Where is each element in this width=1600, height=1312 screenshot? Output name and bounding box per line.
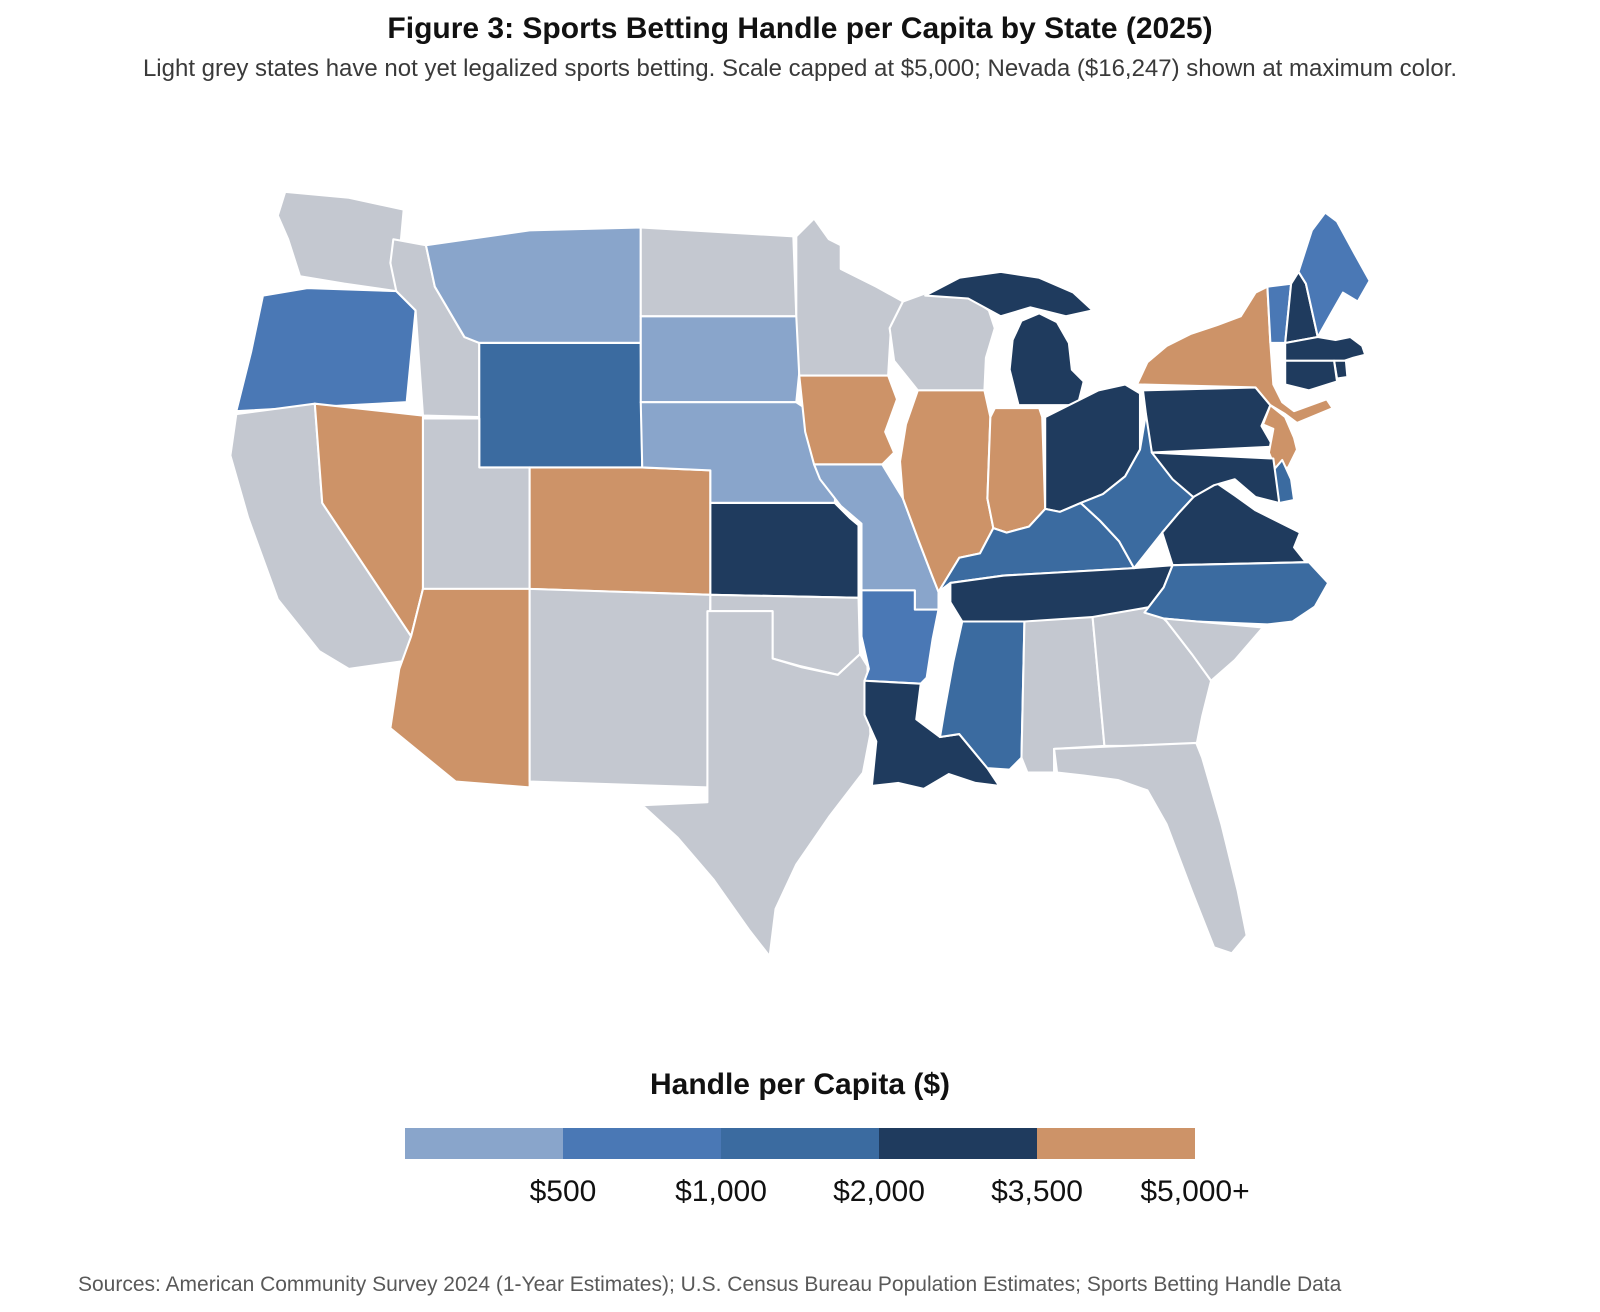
state-ks (709, 501, 860, 599)
state-or (235, 287, 417, 413)
state-mi (924, 270, 1094, 407)
legend-tick-labels: $500 $1,000 $2,000 $3,500 $5,000+ (405, 1175, 1250, 1215)
state-ar (860, 589, 940, 685)
legend-color-bar (405, 1128, 1195, 1159)
legend-swatch-4 (879, 1128, 1037, 1159)
legend-swatch-1 (405, 1128, 563, 1159)
color-legend: Handle per Capita ($) $500 $1,000 $2,000… (405, 1066, 1250, 1215)
source-line: Sources: American Community Survey 2024 … (78, 1273, 1342, 1296)
state-pa (1141, 386, 1275, 454)
figure-title: Figure 3: Sports Betting Handle per Capi… (387, 12, 1213, 45)
state-in (986, 407, 1047, 534)
state-la (863, 679, 1001, 790)
legend-swatch-2 (563, 1128, 721, 1159)
state-nm (528, 587, 712, 789)
state-mn (795, 217, 904, 377)
state-ny (1136, 285, 1334, 424)
state-ct (1284, 359, 1339, 392)
state-wy (478, 341, 644, 472)
legend-label-3500: $3,500 (991, 1175, 1083, 1208)
us-choropleth-map (175, 180, 1425, 980)
legend-label-1000: $1,000 (675, 1175, 767, 1208)
legend-title: Handle per Capita ($) (649, 1068, 951, 1101)
legend-label-5000plus: $5,000+ (1140, 1175, 1250, 1208)
legend-swatch-3 (721, 1128, 879, 1159)
state-co (528, 466, 712, 596)
state-ma (1284, 336, 1367, 362)
state-sd (639, 315, 804, 404)
states-layer (229, 190, 1371, 958)
legend-label-2000: $2,000 (833, 1175, 925, 1208)
state-va (1161, 478, 1307, 567)
state-ia (798, 374, 899, 466)
state-tx (641, 610, 872, 958)
state-me (1297, 211, 1371, 339)
legend-swatch-5 (1037, 1128, 1195, 1159)
legend-label-500: $500 (529, 1175, 597, 1208)
state-wa (276, 190, 405, 293)
state-nc (1143, 561, 1330, 626)
state-sc (1162, 617, 1264, 682)
state-mt (424, 226, 642, 344)
state-nd (639, 226, 798, 318)
state-fl (1053, 741, 1248, 955)
us-map-svg (229, 190, 1371, 958)
figure-subtitle: Light grey states have not yet legalized… (142, 55, 1458, 82)
state-md (1150, 451, 1281, 504)
